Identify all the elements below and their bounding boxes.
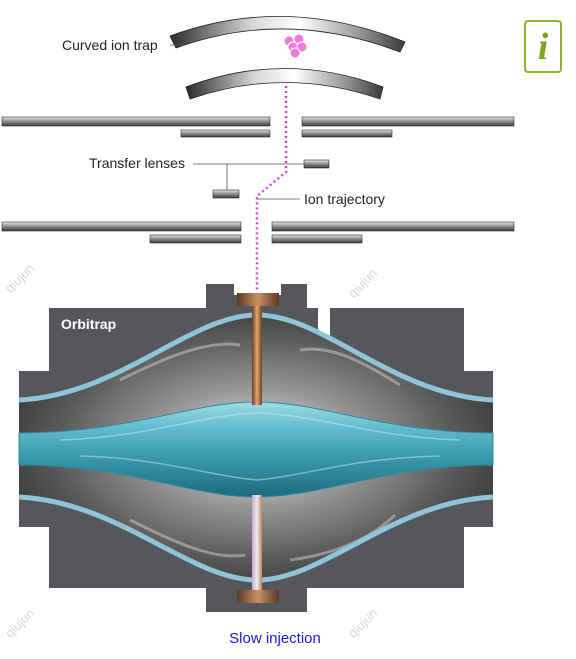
leader-lines xyxy=(170,44,304,200)
lower-lens-plates xyxy=(1,221,515,244)
injection-slit-lower xyxy=(252,495,262,590)
curved-trap-upper-electrode xyxy=(169,16,406,53)
injection-port-top xyxy=(237,293,279,306)
ion-cluster xyxy=(283,33,308,59)
label-curved-ion-trap: Curved ion trap xyxy=(62,37,158,53)
label-ion-trajectory: Ion trajectory xyxy=(304,191,385,207)
orbitrap-body xyxy=(18,284,494,612)
ion-trajectory-path xyxy=(255,86,288,292)
upper-lens-plates xyxy=(1,116,515,138)
slow-injection-link[interactable]: Slow injection xyxy=(229,630,321,647)
injection-slit-upper xyxy=(252,305,262,405)
injection-port-bottom xyxy=(237,590,279,603)
curved-trap-lower-electrode xyxy=(185,68,384,100)
central-electrode xyxy=(18,401,494,498)
info-icon: i xyxy=(537,25,549,68)
label-orbitrap: Orbitrap xyxy=(61,316,117,332)
curved-ion-trap xyxy=(169,16,406,100)
info-button[interactable]: i xyxy=(524,20,562,73)
label-transfer-lenses: Transfer lenses xyxy=(89,155,185,171)
